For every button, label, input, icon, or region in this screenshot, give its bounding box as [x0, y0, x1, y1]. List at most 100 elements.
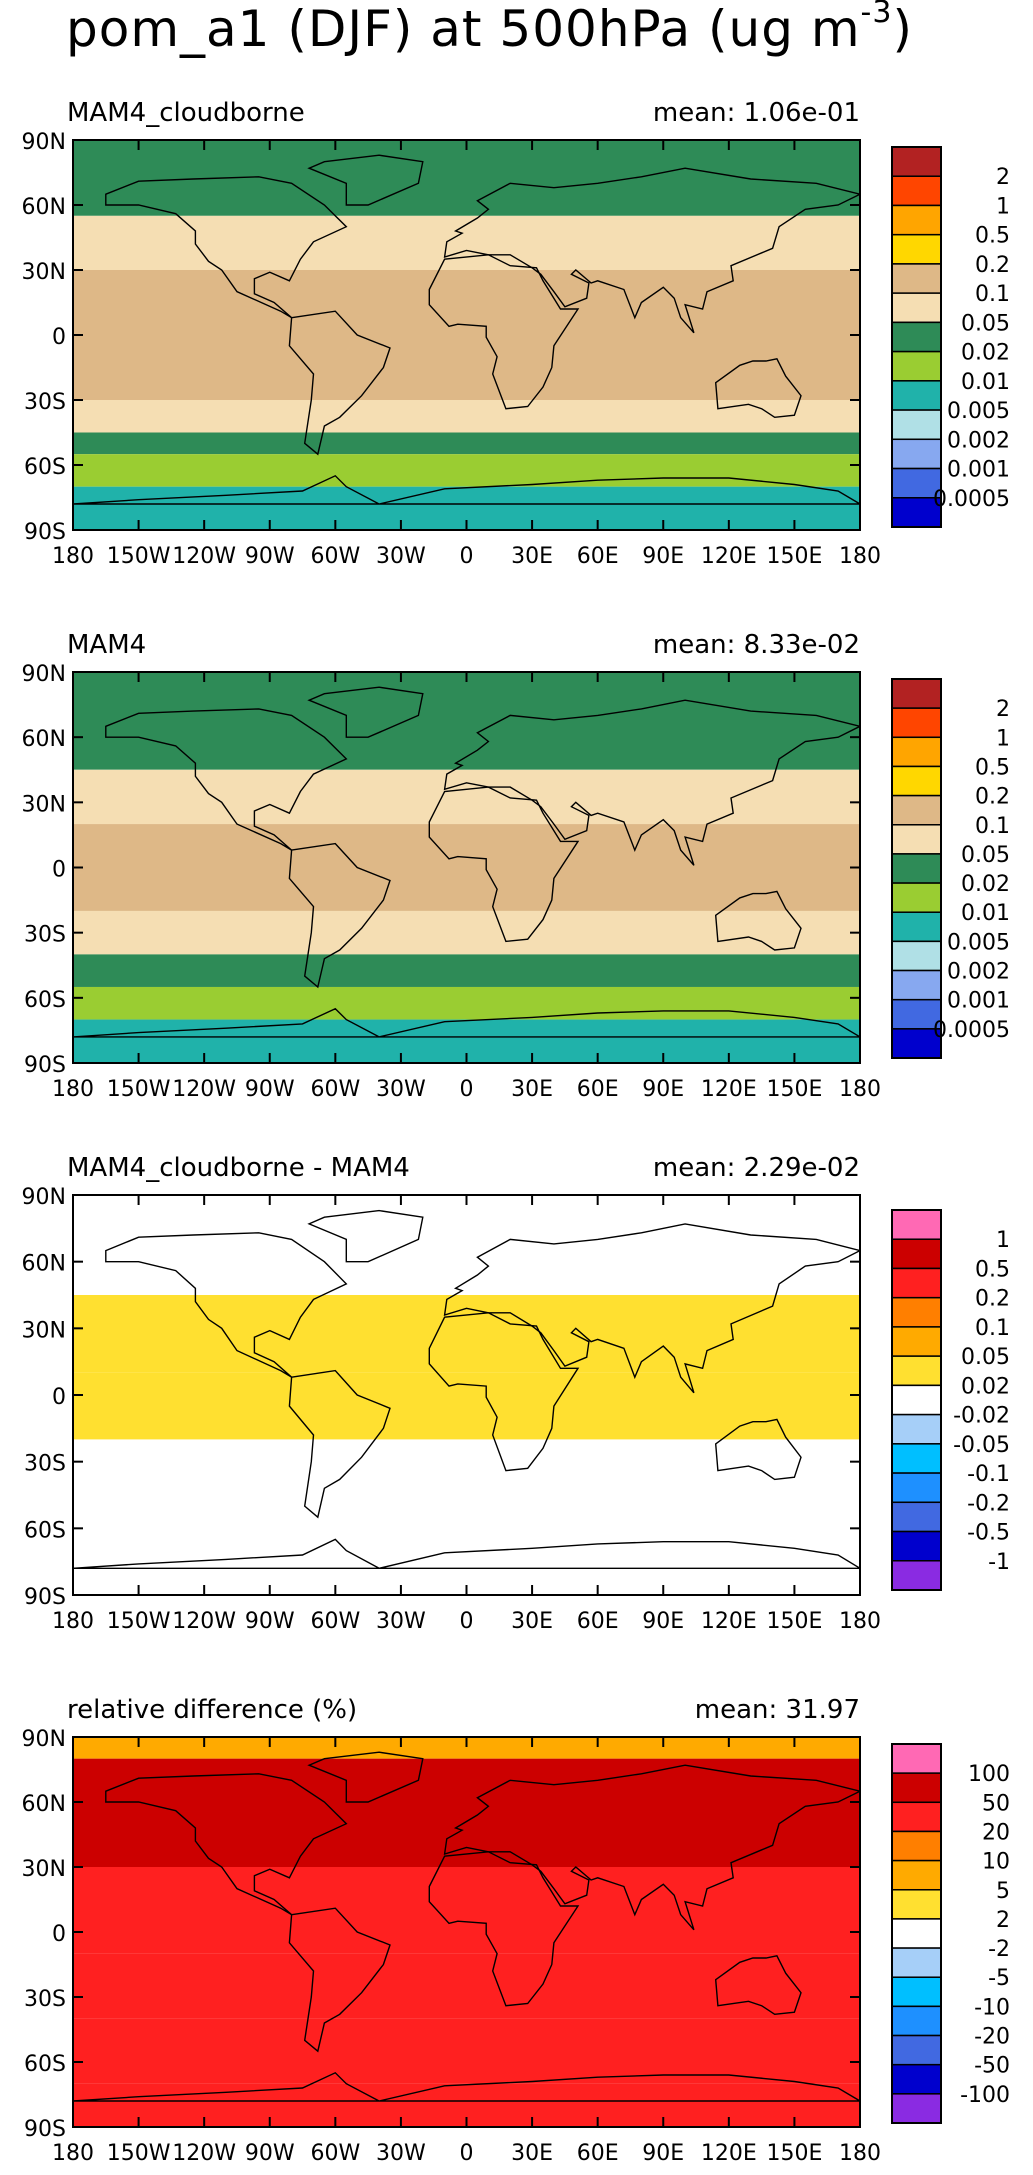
map-area	[73, 672, 860, 1063]
x-tick-label: 90W	[245, 1609, 295, 1634]
x-tick-label: 30E	[511, 1609, 553, 1634]
figure-title-main: pom_a1 (DJF) at 500hPa (ug m	[66, 0, 861, 58]
colorbar-label: 2	[996, 697, 1010, 722]
x-tick-label: 90E	[642, 1609, 684, 1634]
field-band	[73, 954, 860, 987]
colorbar-swatch	[891, 1560, 942, 1591]
colorbar-swatch	[891, 146, 942, 177]
colorbar-swatch	[891, 1472, 942, 1504]
figure-title-exponent: -3	[860, 0, 893, 31]
x-tick-label: 120E	[701, 1609, 757, 1634]
colorbar-swatch	[891, 1267, 942, 1299]
colorbar-swatch	[891, 707, 942, 739]
y-tick-label: 30N	[22, 1857, 66, 1882]
colorbar-label: 1	[996, 194, 1010, 219]
colorbar-label: -0.02	[953, 1404, 1010, 1429]
map-area	[73, 1195, 860, 1595]
figure-title: pom_a1 (DJF) at 500hPa (ug m-3)	[66, 0, 913, 58]
colorbar-label: 2	[996, 165, 1010, 190]
panel-2: MAM4 mean: 8.33e-02 180 150W 120W 90W 60W 30W 0 3…	[22, 630, 1010, 1102]
colorbar-swatch	[891, 175, 942, 207]
x-tick-label: 90W	[245, 2141, 295, 2166]
colorbar-swatch	[891, 765, 942, 797]
colorbar-label: 0.001	[947, 989, 1010, 1014]
colorbar-label: 0.05	[961, 843, 1010, 868]
colorbar-label: 0.2	[975, 785, 1010, 810]
colorbar-swatch	[891, 736, 942, 768]
x-tick-label: 150W	[107, 1077, 171, 1102]
colorbar-label: 10	[982, 1850, 1010, 1875]
colorbar-swatch	[891, 2093, 942, 2124]
y-tick-label: 30S	[24, 1452, 66, 1477]
y-tick-label: 60N	[22, 1252, 66, 1277]
y-tick-label: 60N	[22, 195, 66, 220]
panel-3: MAM4_cloudborne - MAM4 mean: 2.29e-02 180 1…	[22, 1153, 1010, 1634]
y-tick-label: 60S	[24, 2052, 66, 2077]
colorbar-label: 0.01	[961, 370, 1010, 395]
coastline-africa	[428, 1851, 580, 2007]
y-tick-label: 0	[52, 1385, 66, 1410]
x-tick-label: 180	[839, 2141, 881, 2166]
colorbar-swatch	[891, 2005, 942, 2037]
field-band	[73, 270, 860, 400]
colorbar-swatch	[891, 409, 942, 441]
panel-mean: mean: 31.97	[695, 1695, 860, 1725]
x-tick-label: 30W	[376, 1077, 426, 1102]
panel-mean: mean: 1.06e-01	[653, 98, 860, 128]
colorbar-swatch	[891, 940, 942, 972]
panel-mean: mean: 8.33e-02	[653, 630, 860, 660]
colorbar-label: -100	[960, 2083, 1010, 2108]
y-tick-label: 90S	[24, 1053, 66, 1078]
colorbar-label: 0.1	[975, 1316, 1010, 1341]
y-tick-label: 30S	[24, 923, 66, 948]
x-tick-label: 90W	[245, 544, 295, 569]
panel-title: MAM4_cloudborne	[67, 98, 305, 128]
colorbar-label: 0.005	[947, 930, 1010, 955]
coastline-south-america	[288, 310, 391, 456]
map-area	[73, 140, 860, 530]
y-tick-label: 0	[52, 858, 66, 883]
colorbar-swatch	[891, 1947, 942, 1978]
colorbar: 100 50 20 10 5 2 -2 -5 -10 -20 -50 -100	[891, 1743, 1010, 2124]
y-tick-label: 90S	[24, 1585, 66, 1610]
field-band	[73, 824, 860, 911]
colorbar-swatch	[891, 1859, 942, 1891]
y-tick-label: 30N	[22, 1318, 66, 1343]
coastline-greenland	[307, 686, 424, 738]
colorbar-swatch	[891, 678, 942, 709]
coastline-north-america	[105, 1232, 348, 1378]
x-tick-label: 180	[52, 2141, 94, 2166]
coastline-north-america	[105, 708, 348, 851]
field-band	[73, 1295, 860, 1373]
colorbar-swatch	[891, 969, 942, 1001]
x-tick-label: 0	[460, 1609, 474, 1634]
panel-title: relative difference (%)	[67, 1695, 357, 1725]
x-tick-label: 90E	[642, 544, 684, 569]
panel-mean: mean: 2.29e-02	[653, 1153, 860, 1183]
colorbar-label: 0.005	[947, 399, 1010, 424]
colorbar-label: -20	[974, 2025, 1010, 2050]
x-tick-label: 180	[52, 544, 94, 569]
colorbar-label: -0.5	[967, 1521, 1010, 1546]
x-tick-label: 60E	[577, 1609, 619, 1634]
x-tick-label: 150W	[107, 1609, 171, 1634]
field-band	[73, 454, 860, 487]
x-tick-label: 120E	[701, 1077, 757, 1102]
coastline-australia	[714, 1955, 802, 2016]
colorbar: 2 1 0.5 0.2 0.1 0.05 0.02 0.01 0.005 0.002 0.001 0.…	[891, 146, 1010, 528]
coastline-south-america	[288, 842, 391, 989]
colorbar-swatch	[891, 1326, 942, 1357]
colorbar-label: -10	[974, 1995, 1010, 2020]
x-tick-label: 0	[460, 2141, 474, 2166]
colorbar-swatch	[891, 853, 942, 884]
colorbar-label: 0.2	[975, 1287, 1010, 1312]
colorbar-swatch	[891, 1772, 942, 1804]
coastline-africa	[428, 1312, 580, 1472]
colorbar-label: -2	[988, 1937, 1010, 1962]
y-tick-label: 30S	[24, 390, 66, 415]
colorbar-swatch	[891, 1501, 942, 1533]
colorbar-label: 0.2	[975, 253, 1010, 278]
field-band	[73, 1867, 860, 1954]
coastline-eurasia	[443, 699, 860, 866]
